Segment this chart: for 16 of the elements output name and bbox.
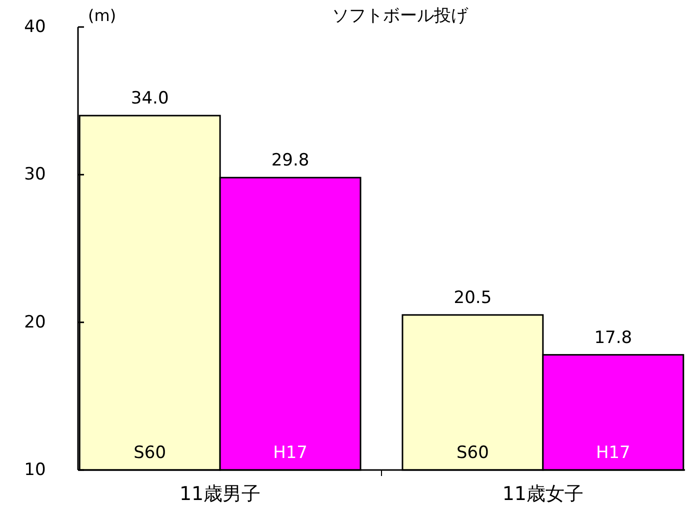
series-label: H17 — [273, 443, 308, 463]
data-label: 17.8 — [594, 328, 632, 348]
y-tick-label: 10 — [24, 460, 46, 480]
y-tick-label: 30 — [24, 164, 46, 185]
x-tick-label: 11歳女子 — [502, 483, 584, 505]
y-tick-label: 40 — [24, 17, 46, 37]
data-label: 34.0 — [130, 88, 169, 109]
x-tick-label: 11歳男子 — [179, 483, 261, 505]
text: S60 — [456, 443, 489, 463]
series-label: S60 — [134, 443, 166, 463]
text: H17 — [596, 443, 630, 463]
y-tick-label: 20 — [24, 312, 46, 332]
data-label: 29.8 — [271, 150, 310, 171]
chart-title: ソフトボール投げ — [332, 6, 469, 26]
data-label: 20.5 — [454, 288, 492, 308]
y-axis-title: (m) — [88, 6, 116, 25]
